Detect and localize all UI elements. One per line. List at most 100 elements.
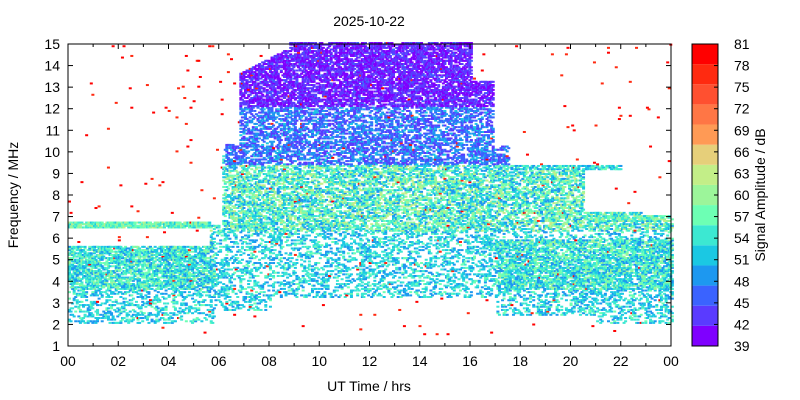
echo-point: [249, 116, 252, 118]
echo-point: [118, 236, 121, 238]
echo-point: [233, 82, 236, 84]
echo-point: [250, 188, 253, 190]
echo-point: [232, 256, 235, 258]
echo-point: [227, 235, 230, 237]
echo-point: [261, 144, 264, 146]
echo-point: [197, 86, 200, 88]
echo-point: [175, 301, 178, 303]
echo-point: [242, 252, 245, 254]
echo-point: [266, 89, 269, 91]
echo-point: [253, 302, 256, 304]
echo-point: [233, 192, 236, 194]
echo-point: [272, 141, 275, 143]
echo-point: [260, 213, 263, 215]
echo-point: [123, 317, 126, 319]
echo-point: [246, 112, 249, 114]
echo-point: [157, 291, 160, 293]
echo-point: [277, 226, 280, 228]
echo-point: [228, 299, 231, 301]
echo-point: [85, 296, 88, 298]
echo-point: [222, 246, 225, 248]
echo-point: [253, 251, 256, 253]
echo-point: [225, 277, 228, 279]
echo-point: [263, 108, 266, 110]
echo-point: [161, 293, 164, 295]
echo-point: [132, 317, 135, 319]
echo-point: [84, 322, 87, 324]
echo-point: [90, 82, 93, 84]
echo-point: [115, 102, 118, 104]
echo-point: [278, 201, 281, 203]
echo-point: [133, 222, 136, 224]
echo-point: [236, 243, 239, 245]
echo-point: [113, 304, 116, 306]
echo-point: [211, 251, 214, 253]
echo-point: [230, 58, 233, 60]
echo-point: [269, 181, 272, 183]
echo-point: [190, 139, 193, 141]
echo-point: [249, 260, 252, 262]
echo-point: [232, 154, 235, 156]
echo-point: [280, 294, 283, 296]
echo-point: [275, 116, 278, 118]
echo-point: [196, 262, 199, 264]
echo-point: [271, 249, 274, 251]
echo-point: [168, 322, 171, 324]
echo-point: [238, 275, 241, 277]
echo-point: [154, 246, 157, 248]
echo-point: [161, 327, 164, 329]
echo-point: [235, 254, 238, 256]
echo-point: [274, 202, 277, 204]
echo-point: [190, 278, 193, 280]
echo-point: [186, 246, 189, 248]
echo-point: [96, 294, 99, 296]
echo-point: [85, 299, 88, 301]
echo-point: [221, 99, 224, 101]
echo-point: [239, 142, 242, 144]
echo-point: [180, 315, 183, 317]
echo-point: [119, 269, 122, 271]
echo-point: [222, 283, 225, 285]
echo-point: [232, 246, 235, 248]
echo-point: [233, 175, 236, 177]
echo-point: [264, 254, 267, 256]
echo-point: [249, 207, 252, 209]
echo-point: [280, 281, 283, 283]
echo-point: [242, 278, 245, 280]
echo-point: [151, 306, 154, 308]
echo-point: [179, 307, 182, 309]
echo-point: [224, 215, 227, 217]
echo-point: [193, 100, 196, 102]
echo-point: [281, 115, 284, 117]
echo-point: [241, 259, 244, 261]
echo-point: [183, 246, 186, 248]
echo-point: [255, 123, 258, 125]
echo-point: [277, 53, 280, 55]
echo-point: [147, 256, 150, 258]
echo-point: [196, 230, 199, 232]
echo-point: [239, 254, 242, 256]
echo-point: [250, 304, 253, 306]
echo-point: [264, 244, 267, 246]
echo-point: [272, 125, 275, 127]
echo-point: [160, 262, 163, 264]
echo-point: [260, 272, 263, 274]
echo-point: [132, 314, 135, 316]
echo-point: [119, 296, 122, 298]
echo-point: [230, 281, 233, 283]
echo-point: [228, 296, 231, 298]
echo-point: [275, 121, 278, 123]
echo-point: [98, 285, 101, 287]
echo-point: [107, 128, 110, 130]
echo-point: [202, 312, 205, 314]
echo-point: [205, 319, 208, 321]
echo-point: [219, 239, 222, 241]
echo-point: [183, 312, 186, 314]
echo-point: [274, 249, 277, 251]
echo-point: [274, 87, 277, 89]
echo-point: [260, 55, 263, 57]
echo-point: [163, 302, 166, 304]
echo-point: [165, 298, 168, 300]
echo-point: [274, 175, 277, 177]
echo-point: [236, 267, 239, 269]
